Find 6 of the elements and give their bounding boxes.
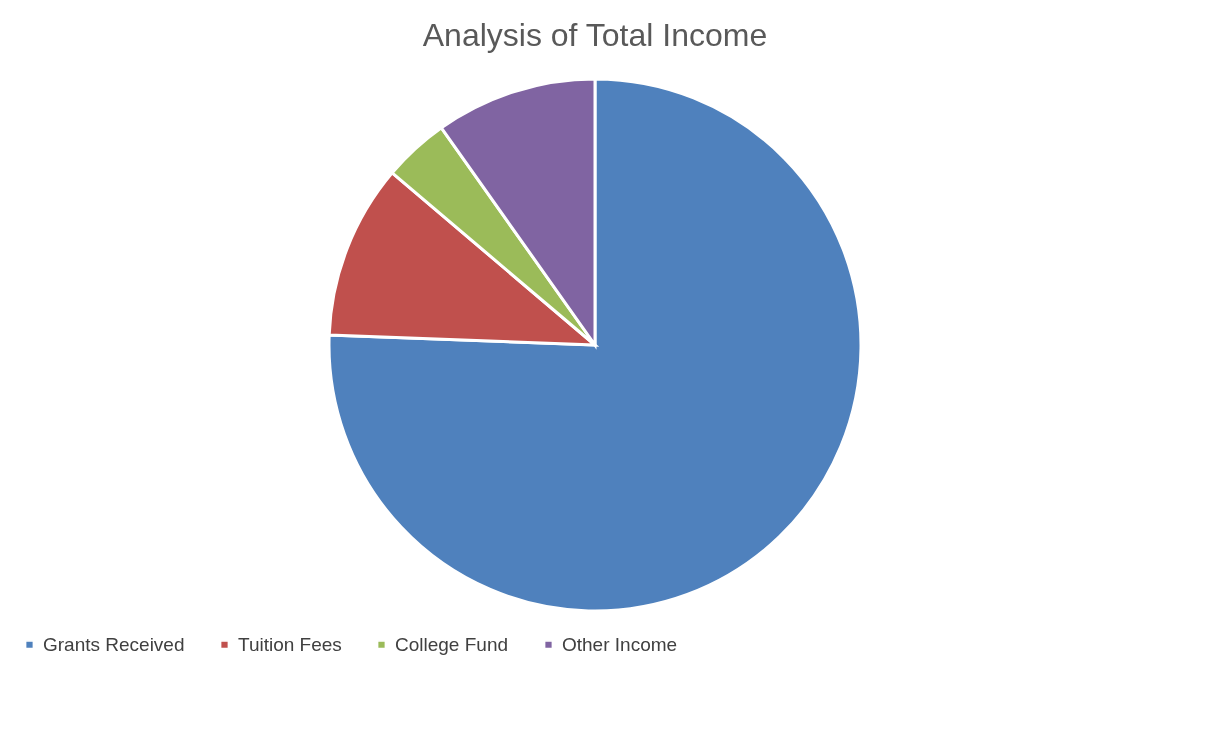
legend-label: Grants Received bbox=[43, 633, 185, 655]
pie-slice bbox=[327, 77, 863, 613]
chart-title: Analysis of Total Income bbox=[422, 17, 768, 53]
legend-label: College Fund bbox=[395, 633, 509, 655]
legend-label: Tuition Fees bbox=[238, 633, 342, 655]
legend-label: Other Income bbox=[562, 633, 678, 655]
